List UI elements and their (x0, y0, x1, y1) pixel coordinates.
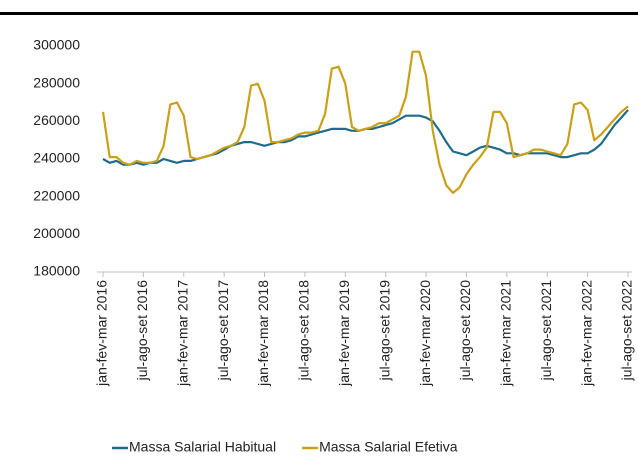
x-tick-label: jul-ago-set 2020 (457, 280, 473, 382)
x-tick-label: jul-ago-set 2019 (376, 280, 392, 382)
y-tick-label: 220000 (33, 187, 80, 203)
y-tick-label: 200000 (33, 225, 80, 241)
y-tick-label: 260000 (33, 112, 80, 128)
y-tick-label: 240000 (33, 150, 80, 166)
series-line (102, 109, 629, 166)
y-tick-label: 280000 (33, 74, 80, 90)
legend-label: Massa Salarial Habitual (129, 439, 276, 455)
x-tick-label: jan-fev-mar 2016 (94, 280, 110, 387)
x-tick-label: jan-fev-mar 2021 (498, 280, 514, 387)
x-tick-label: jul-ago-set 2018 (296, 280, 312, 382)
x-tick-label: jul-ago-set 2021 (538, 280, 554, 382)
x-tick-label: jan-fev-mar 2017 (174, 280, 190, 387)
y-tick-label: 180000 (33, 263, 80, 279)
header-rule (0, 12, 638, 15)
y-tick-label: 300000 (33, 37, 80, 53)
x-tick-label: jul-ago-set 2016 (134, 280, 150, 382)
x-tick-label: jan-fev-mar 2019 (336, 280, 352, 387)
x-tick-label: jul-ago-set 2017 (215, 280, 231, 382)
x-tick-label: jan-fev-mar 2022 (578, 280, 594, 387)
x-tick-label: jan-fev-mar 2020 (417, 280, 433, 387)
x-tick-label: jul-ago-set 2022 (619, 280, 635, 382)
series-line (101, 50, 629, 194)
legend-label: Massa Salarial Efetiva (319, 439, 458, 455)
x-tick-label: jan-fev-mar 2018 (255, 280, 271, 387)
